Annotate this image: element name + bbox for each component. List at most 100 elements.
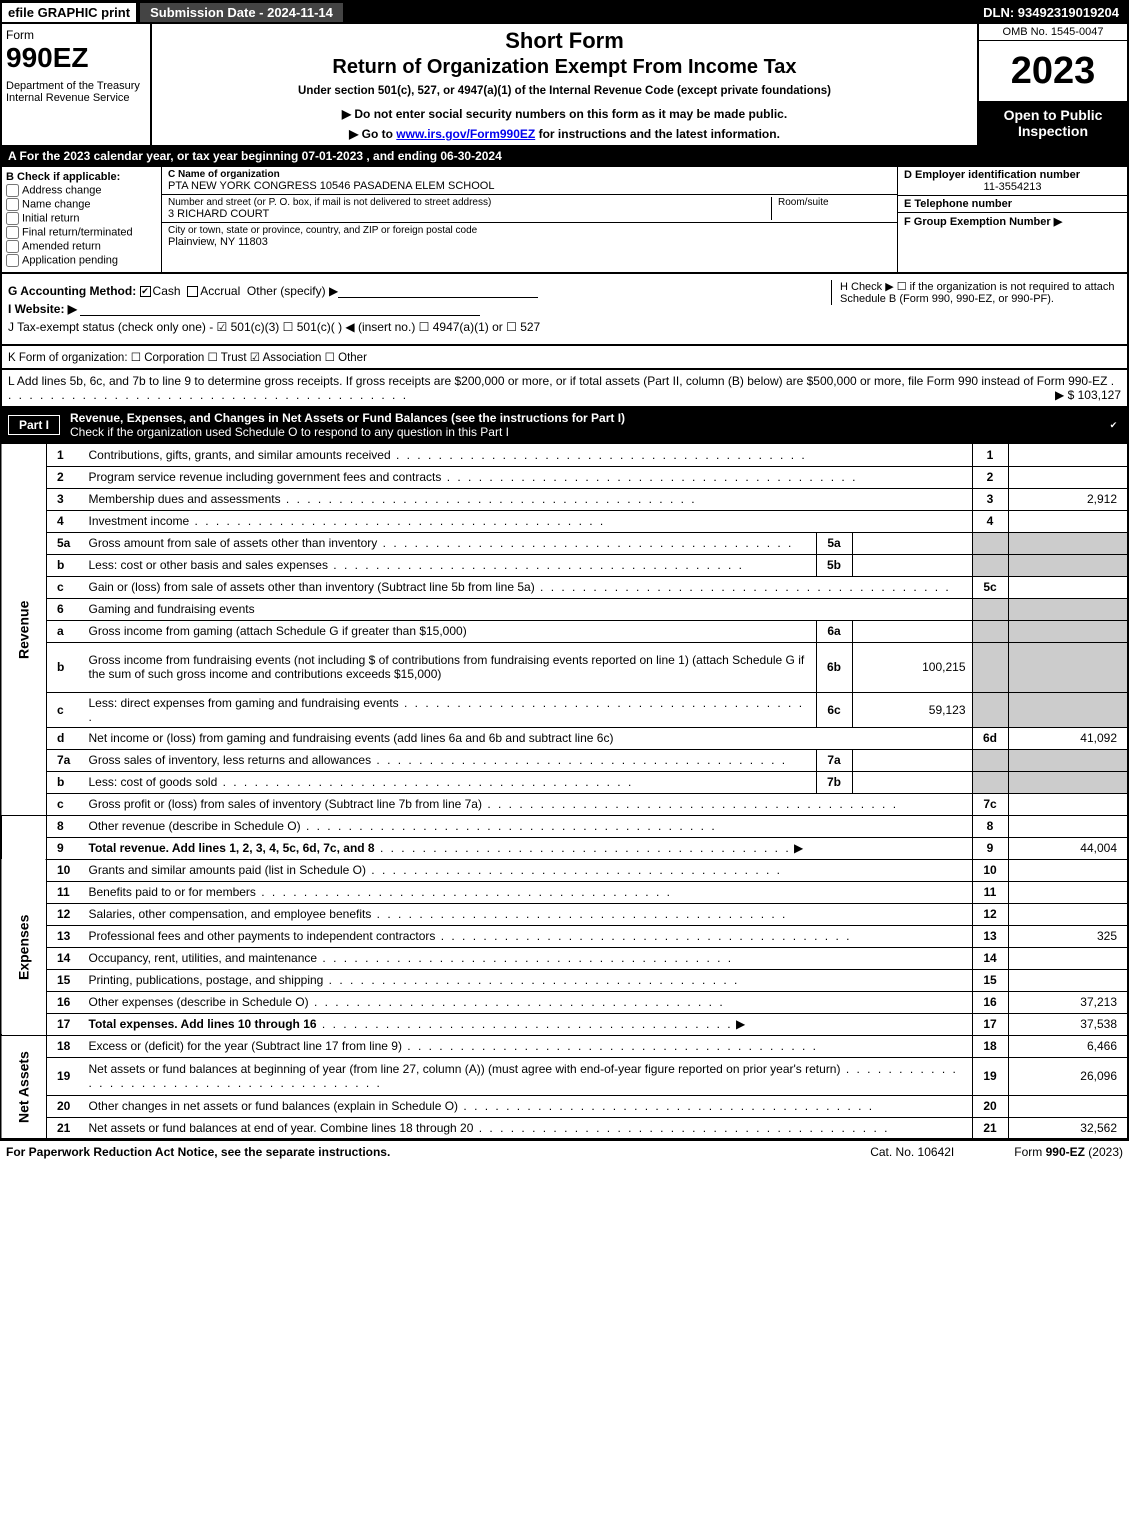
l6c-sv: 59,123 xyxy=(852,692,972,727)
line-6a: a Gross income from gaming (attach Sched… xyxy=(1,620,1128,642)
l19-desc: Net assets or fund balances at beginning… xyxy=(83,1057,973,1095)
line-15: 15Printing, publications, postage, and s… xyxy=(1,969,1128,991)
room-lbl: Room/suite xyxy=(778,197,891,208)
line-1: Revenue 1 Contributions, gifts, grants, … xyxy=(1,444,1128,466)
l4-rn: 4 xyxy=(972,510,1008,532)
line-10: Expenses 10 Grants and similar amounts p… xyxy=(1,859,1128,881)
l6d-desc: Net income or (loss) from gaming and fun… xyxy=(83,727,973,749)
l15-num: 15 xyxy=(47,969,83,991)
title-return: Return of Organization Exempt From Incom… xyxy=(156,56,973,79)
chk-final-return[interactable]: Final return/terminated xyxy=(6,226,157,239)
h-box: H Check ▶ ☐ if the organization is not r… xyxy=(831,280,1121,305)
l20-val xyxy=(1008,1095,1128,1117)
l11-desc: Benefits paid to or for members xyxy=(83,881,973,903)
l7a-sv xyxy=(852,749,972,771)
line-12: 12Salaries, other compensation, and empl… xyxy=(1,903,1128,925)
l14-rn: 14 xyxy=(972,947,1008,969)
l19-val: 26,096 xyxy=(1008,1057,1128,1095)
l3-num: 3 xyxy=(47,488,83,510)
line-4: 4 Investment income 4 xyxy=(1,510,1128,532)
l12-val xyxy=(1008,903,1128,925)
l13-val: 325 xyxy=(1008,925,1128,947)
efile-label[interactable]: efile GRAPHIC print xyxy=(2,3,136,22)
l9-val: 44,004 xyxy=(1008,837,1128,859)
l11-rn: 11 xyxy=(972,881,1008,903)
goto-text: ▶ Go to xyxy=(349,127,396,141)
other-input[interactable] xyxy=(338,284,538,298)
header-mid: Short Form Return of Organization Exempt… xyxy=(152,24,977,145)
chk-name-change[interactable]: Name change xyxy=(6,198,157,211)
l19-rn: 19 xyxy=(972,1057,1008,1095)
l6a-val xyxy=(1008,620,1128,642)
l7b-sv xyxy=(852,771,972,793)
l7c-val xyxy=(1008,793,1128,815)
goto-tail: for instructions and the latest informat… xyxy=(535,127,780,141)
chk-accrual[interactable] xyxy=(187,286,198,297)
l6-val xyxy=(1008,598,1128,620)
irs-link[interactable]: www.irs.gov/Form990EZ xyxy=(396,127,535,141)
line-9: 9 Total revenue. Add lines 1, 2, 3, 4, 5… xyxy=(1,837,1128,859)
chk-amended-return[interactable]: Amended return xyxy=(6,240,157,253)
header-left: Form 990EZ Department of the Treasury In… xyxy=(2,24,152,145)
chk-address-change-label: Address change xyxy=(22,184,102,196)
l12-rn: 12 xyxy=(972,903,1008,925)
l1-val xyxy=(1008,444,1128,466)
l5a-sn: 5a xyxy=(816,532,852,554)
l5b-sn: 5b xyxy=(816,554,852,576)
line-17: 17 Total expenses. Add lines 10 through … xyxy=(1,1013,1128,1035)
chk-cash[interactable] xyxy=(140,286,151,297)
l8-rn: 8 xyxy=(972,815,1008,837)
l6c-num: c xyxy=(47,692,83,727)
line-14: 14Occupancy, rent, utilities, and mainte… xyxy=(1,947,1128,969)
org-street: 3 RICHARD COURT xyxy=(168,208,771,220)
part1-sub: Check if the organization used Schedule … xyxy=(70,425,509,439)
line-6c: c Less: direct expenses from gaming and … xyxy=(1,692,1128,727)
part1-tab: Part I xyxy=(8,415,60,435)
l4-num: 4 xyxy=(47,510,83,532)
line-7c: c Gross profit or (loss) from sales of i… xyxy=(1,793,1128,815)
l19-num: 19 xyxy=(47,1057,83,1095)
l21-val: 32,562 xyxy=(1008,1117,1128,1139)
chk-address-change[interactable]: Address change xyxy=(6,184,157,197)
chk-application-pending[interactable]: Application pending xyxy=(6,254,157,267)
l7b-val xyxy=(1008,771,1128,793)
l8-val xyxy=(1008,815,1128,837)
phone-lbl: E Telephone number xyxy=(904,198,1121,210)
c-name-row: C Name of organization PTA NEW YORK CONG… xyxy=(162,167,897,195)
omb: OMB No. 1545-0047 xyxy=(979,24,1127,41)
l5c-desc: Gain or (loss) from sale of assets other… xyxy=(83,576,973,598)
schedule-o-check[interactable] xyxy=(1108,418,1121,432)
l18-num: 18 xyxy=(47,1035,83,1057)
cash-label: Cash xyxy=(153,284,181,298)
l6b-rn xyxy=(972,642,1008,692)
l17-val: 37,538 xyxy=(1008,1013,1128,1035)
form-word: Form xyxy=(6,28,146,42)
l16-val: 37,213 xyxy=(1008,991,1128,1013)
l7c-desc: Gross profit or (loss) from sales of inv… xyxy=(83,793,973,815)
l13-num: 13 xyxy=(47,925,83,947)
l18-desc: Excess or (deficit) for the year (Subtra… xyxy=(83,1035,973,1057)
line-5b: b Less: cost or other basis and sales ex… xyxy=(1,554,1128,576)
l7a-val xyxy=(1008,749,1128,771)
warn-link: ▶ Go to www.irs.gov/Form990EZ for instru… xyxy=(156,127,973,141)
l13-rn: 13 xyxy=(972,925,1008,947)
chk-final-return-label: Final return/terminated xyxy=(22,226,133,238)
website-input[interactable] xyxy=(80,302,480,316)
l5a-num: 5a xyxy=(47,532,83,554)
l10-desc: Grants and similar amounts paid (list in… xyxy=(83,859,973,881)
org-name: PTA NEW YORK CONGRESS 10546 PASADENA ELE… xyxy=(168,180,494,192)
l11-val xyxy=(1008,881,1128,903)
l6d-num: d xyxy=(47,727,83,749)
line-18: Net Assets 18Excess or (deficit) for the… xyxy=(1,1035,1128,1057)
l-amount: ▶ $ 103,127 xyxy=(1055,388,1121,402)
l10-val xyxy=(1008,859,1128,881)
line-6: 6 Gaming and fundraising events xyxy=(1,598,1128,620)
g-label: G Accounting Method: xyxy=(8,284,136,298)
l-line: L Add lines 5b, 6c, and 7b to line 9 to … xyxy=(0,370,1129,408)
l7b-sn: 7b xyxy=(816,771,852,793)
l7c-num: c xyxy=(47,793,83,815)
chk-initial-return[interactable]: Initial return xyxy=(6,212,157,225)
l7a-sn: 7a xyxy=(816,749,852,771)
l18-val: 6,466 xyxy=(1008,1035,1128,1057)
l12-desc: Salaries, other compensation, and employ… xyxy=(83,903,973,925)
